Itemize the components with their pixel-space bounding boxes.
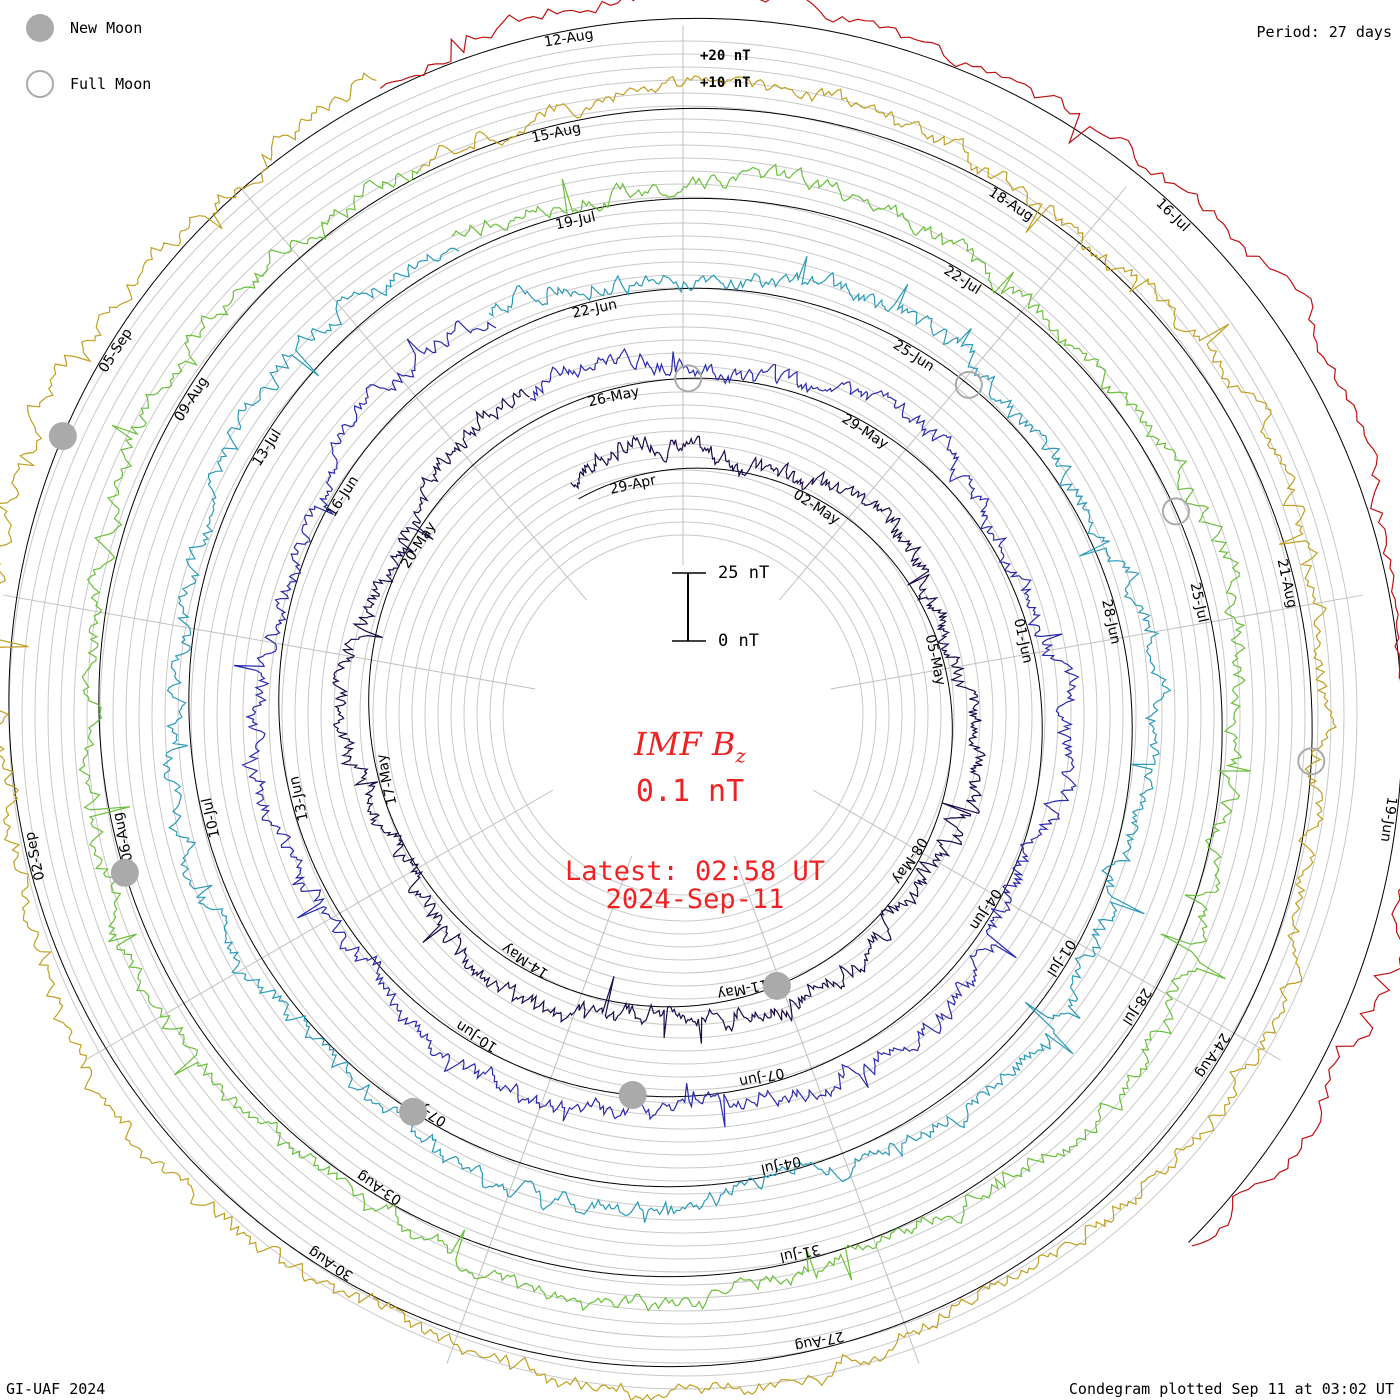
new-moon-label: New Moon	[70, 19, 143, 37]
new-moon-icon	[26, 14, 54, 42]
date-label: 22-Jul	[941, 263, 984, 298]
new-moon-marker	[762, 971, 791, 1000]
ring-scale-lower: +10 nT	[700, 75, 751, 91]
scale-bar-top-label: 25 nT	[718, 563, 770, 583]
scale-bar	[672, 572, 706, 642]
moon-markers	[48, 364, 1326, 1126]
new-moon-marker	[399, 1097, 428, 1126]
radial-line	[830, 594, 1363, 690]
center-title: IMF Bz	[540, 725, 840, 767]
date-label: 05-Sep	[96, 326, 136, 376]
radial-line	[239, 186, 587, 601]
new-moon-marker	[110, 858, 139, 887]
trace-cycle-5	[0, 72, 1337, 1400]
latest-timestamp: Latest: 02:58 UT 2024-Sep-11	[540, 858, 850, 914]
new-moon-marker	[618, 1081, 647, 1110]
center-title-main: IMF B	[634, 725, 736, 763]
ring-scale-upper: +20 nT	[700, 48, 751, 64]
radial-line	[733, 855, 920, 1364]
baseline-cycle-2	[278, 336, 1043, 1098]
date-label: 17-May	[374, 752, 401, 806]
trace-cycle-6	[379, 0, 1400, 1247]
grid-ring	[489, 521, 877, 909]
full-moon-marker	[1297, 747, 1326, 776]
latest-date: 2024-Sep-11	[605, 884, 785, 915]
current-value: 0.1 nT	[635, 774, 745, 809]
date-label: 04-Jun	[966, 886, 1004, 933]
date-label: 16-Jun	[324, 473, 362, 520]
scale-bar-bottom-label: 0 nT	[718, 631, 759, 651]
trace-cycle-1	[332, 388, 987, 1044]
date-label: 27-Aug	[793, 1328, 845, 1354]
date-label: 28-Jun	[1098, 598, 1123, 646]
date-label: 06-Aug	[110, 811, 136, 863]
date-label: 13-Jun	[286, 775, 311, 823]
date-label: 14-May	[499, 940, 551, 981]
legend-full-moon: Full Moon	[26, 70, 151, 98]
zero-baselines	[8, 17, 1400, 1368]
date-label: 31-Jul	[779, 1241, 822, 1265]
date-label: 19-Jul	[554, 209, 597, 233]
date-label: 22-Jun	[571, 296, 619, 321]
latest-time: Latest: 02:58 UT	[564, 856, 826, 887]
grid-ring	[502, 534, 864, 896]
new-moon-marker	[48, 422, 77, 451]
date-label: 18-Aug	[986, 184, 1037, 224]
radial-line	[85, 789, 554, 1061]
full-moon-icon	[26, 70, 54, 98]
baseline-cycle-1	[368, 417, 953, 1008]
date-label: 08-May	[889, 834, 930, 886]
baseline-cycle-4	[98, 174, 1223, 1278]
radial-day-lines	[3, 25, 1363, 1364]
date-label: 24-Aug	[1192, 1030, 1232, 1081]
date-labels: 29-Apr02-May05-May08-May11-May14-May17-M…	[22, 26, 1399, 1353]
date-label: 10-Jul	[199, 796, 223, 839]
date-label: 02-May	[790, 487, 842, 528]
legend-new-moon: New Moon	[26, 14, 142, 42]
baseline-cycle-5	[8, 93, 1313, 1368]
date-label: 29-Apr	[608, 472, 657, 498]
date-label: 19-Jun	[1377, 796, 1399, 843]
radial-line	[812, 789, 1281, 1061]
full-moon-marker	[1161, 497, 1190, 526]
baseline-cycle-3	[188, 255, 1133, 1188]
footer-plot-time: Condegram plotted Sep 11 at 03:02 UT	[1068, 1380, 1394, 1398]
trace-cycle-4	[78, 163, 1251, 1312]
baseline-cycle-6	[382, 17, 1400, 1243]
date-label: 16-Jul	[1153, 195, 1193, 235]
footer-credit: GI-UAF 2024	[6, 1380, 106, 1398]
full-moon-label: Full Moon	[70, 75, 152, 93]
date-label: 12-Aug	[543, 26, 595, 50]
full-moon-marker	[674, 364, 703, 393]
date-label: 25-Jun	[890, 337, 937, 375]
radial-line	[779, 186, 1127, 601]
trace-cycle-2	[233, 320, 1080, 1128]
center-title-sub: z	[735, 743, 746, 768]
radial-line	[3, 594, 536, 690]
date-label: 04-Jul	[759, 1153, 802, 1177]
date-label: 01-Jul	[1043, 936, 1078, 979]
date-label: 26-May	[587, 384, 641, 411]
period-label: Period: 27 days	[1256, 23, 1392, 41]
full-moon-marker	[954, 370, 983, 399]
trace-cycle-3	[162, 247, 1172, 1223]
date-label: 25-Jul	[1187, 581, 1211, 624]
